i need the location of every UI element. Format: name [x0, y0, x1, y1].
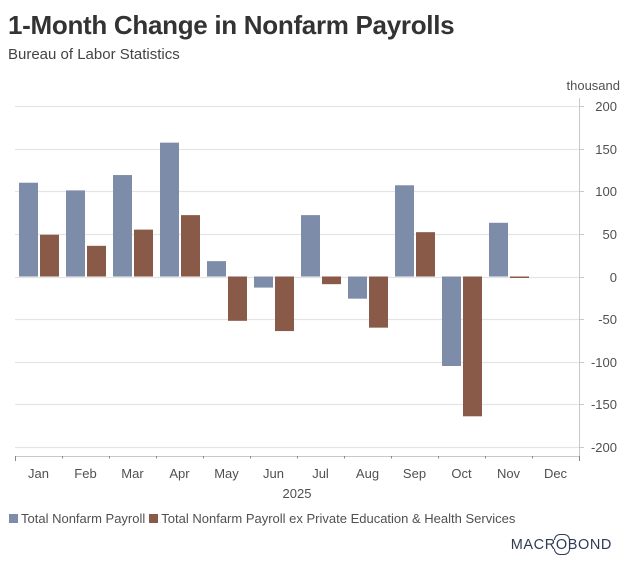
legend-item-total-nonfarm: Total Nonfarm Payroll: [9, 511, 145, 526]
legend-label-total-nonfarm-ex-health: Total Nonfarm Payroll ex Private Educati…: [161, 511, 516, 526]
legend-item-total-nonfarm-ex-health: Total Nonfarm Payroll ex Private Educati…: [149, 511, 515, 526]
x-tick-label-nov: Nov: [497, 466, 521, 481]
y-tick-label: 150: [595, 142, 617, 157]
chart-title: 1-Month Change in Nonfarm Payrolls: [8, 10, 455, 40]
x-tick-label-jan: Jan: [28, 466, 49, 481]
bar-total-nonfarm-apr: [160, 142, 179, 277]
bar-total-nonfarm-ex-health-aug: [369, 276, 388, 328]
logo-text-o: O: [553, 534, 570, 555]
y-tick-label: -100: [591, 355, 617, 370]
x-tick-label-jul: Jul: [312, 466, 329, 481]
x-tick-label-aug: Aug: [356, 466, 379, 481]
legend-swatch-total-nonfarm-ex-health: [149, 514, 159, 523]
bar-total-nonfarm-ex-health-oct: [463, 276, 482, 417]
x-tick-label-oct: Oct: [451, 466, 472, 481]
bar-total-nonfarm-ex-health-nov: [510, 276, 529, 278]
x-tick-label-may: May: [214, 466, 239, 481]
bar-total-nonfarm-ex-health-jun: [275, 276, 294, 332]
legend-label-total-nonfarm: Total Nonfarm Payroll: [21, 511, 146, 526]
x-tick-label-apr: Apr: [169, 466, 190, 481]
bar-total-nonfarm-aug: [348, 276, 367, 299]
x-axis-year-label: 2025: [283, 486, 312, 501]
bar-total-nonfarm-ex-health-sep: [416, 232, 435, 277]
legend-swatch-total-nonfarm: [9, 514, 18, 523]
chart-subtitle: Bureau of Labor Statistics: [8, 46, 180, 63]
y-tick-label: -200: [591, 440, 617, 455]
bar-total-nonfarm-ex-health-jan: [40, 234, 59, 277]
bar-total-nonfarm-ex-health-mar: [134, 229, 153, 277]
bar-total-nonfarm-may: [207, 261, 226, 277]
x-tick-label-jun: Jun: [263, 466, 284, 481]
bar-total-nonfarm-ex-health-may: [228, 276, 247, 321]
bar-total-nonfarm-jul: [301, 215, 320, 277]
bar-total-nonfarm-jan: [19, 182, 38, 277]
bar-total-nonfarm-ex-health-apr: [181, 215, 200, 277]
x-tick-label-mar: Mar: [121, 466, 144, 481]
x-tick-label-sep: Sep: [403, 466, 426, 481]
y-tick-label: 200: [595, 99, 617, 114]
bar-total-nonfarm-ex-health-jul: [322, 276, 341, 285]
chart-legend: Total Nonfarm Payroll Total Nonfarm Payr…: [9, 511, 519, 526]
y-axis-unit-label: thousand: [567, 78, 621, 93]
y-tick-label: 0: [610, 270, 617, 285]
bar-total-nonfarm-feb: [66, 190, 85, 277]
logo-text-post: BOND: [567, 537, 612, 553]
y-tick-label: -150: [591, 397, 617, 412]
bar-total-nonfarm-mar: [113, 175, 132, 277]
x-tick-label-dec: Dec: [544, 466, 568, 481]
bar-total-nonfarm-nov: [489, 222, 508, 277]
x-tick-label-feb: Feb: [74, 466, 96, 481]
bar-total-nonfarm-sep: [395, 185, 414, 277]
bar-total-nonfarm-jun: [254, 276, 273, 288]
y-tick-label: 100: [595, 184, 617, 199]
bar-total-nonfarm-oct: [442, 276, 461, 367]
logo-text-pre: MACR: [510, 537, 556, 553]
macrobond-logo: MACROBOND: [510, 534, 612, 555]
y-tick-label: 50: [603, 227, 617, 242]
y-tick-label: -50: [598, 312, 617, 327]
bar-total-nonfarm-ex-health-feb: [87, 245, 106, 277]
